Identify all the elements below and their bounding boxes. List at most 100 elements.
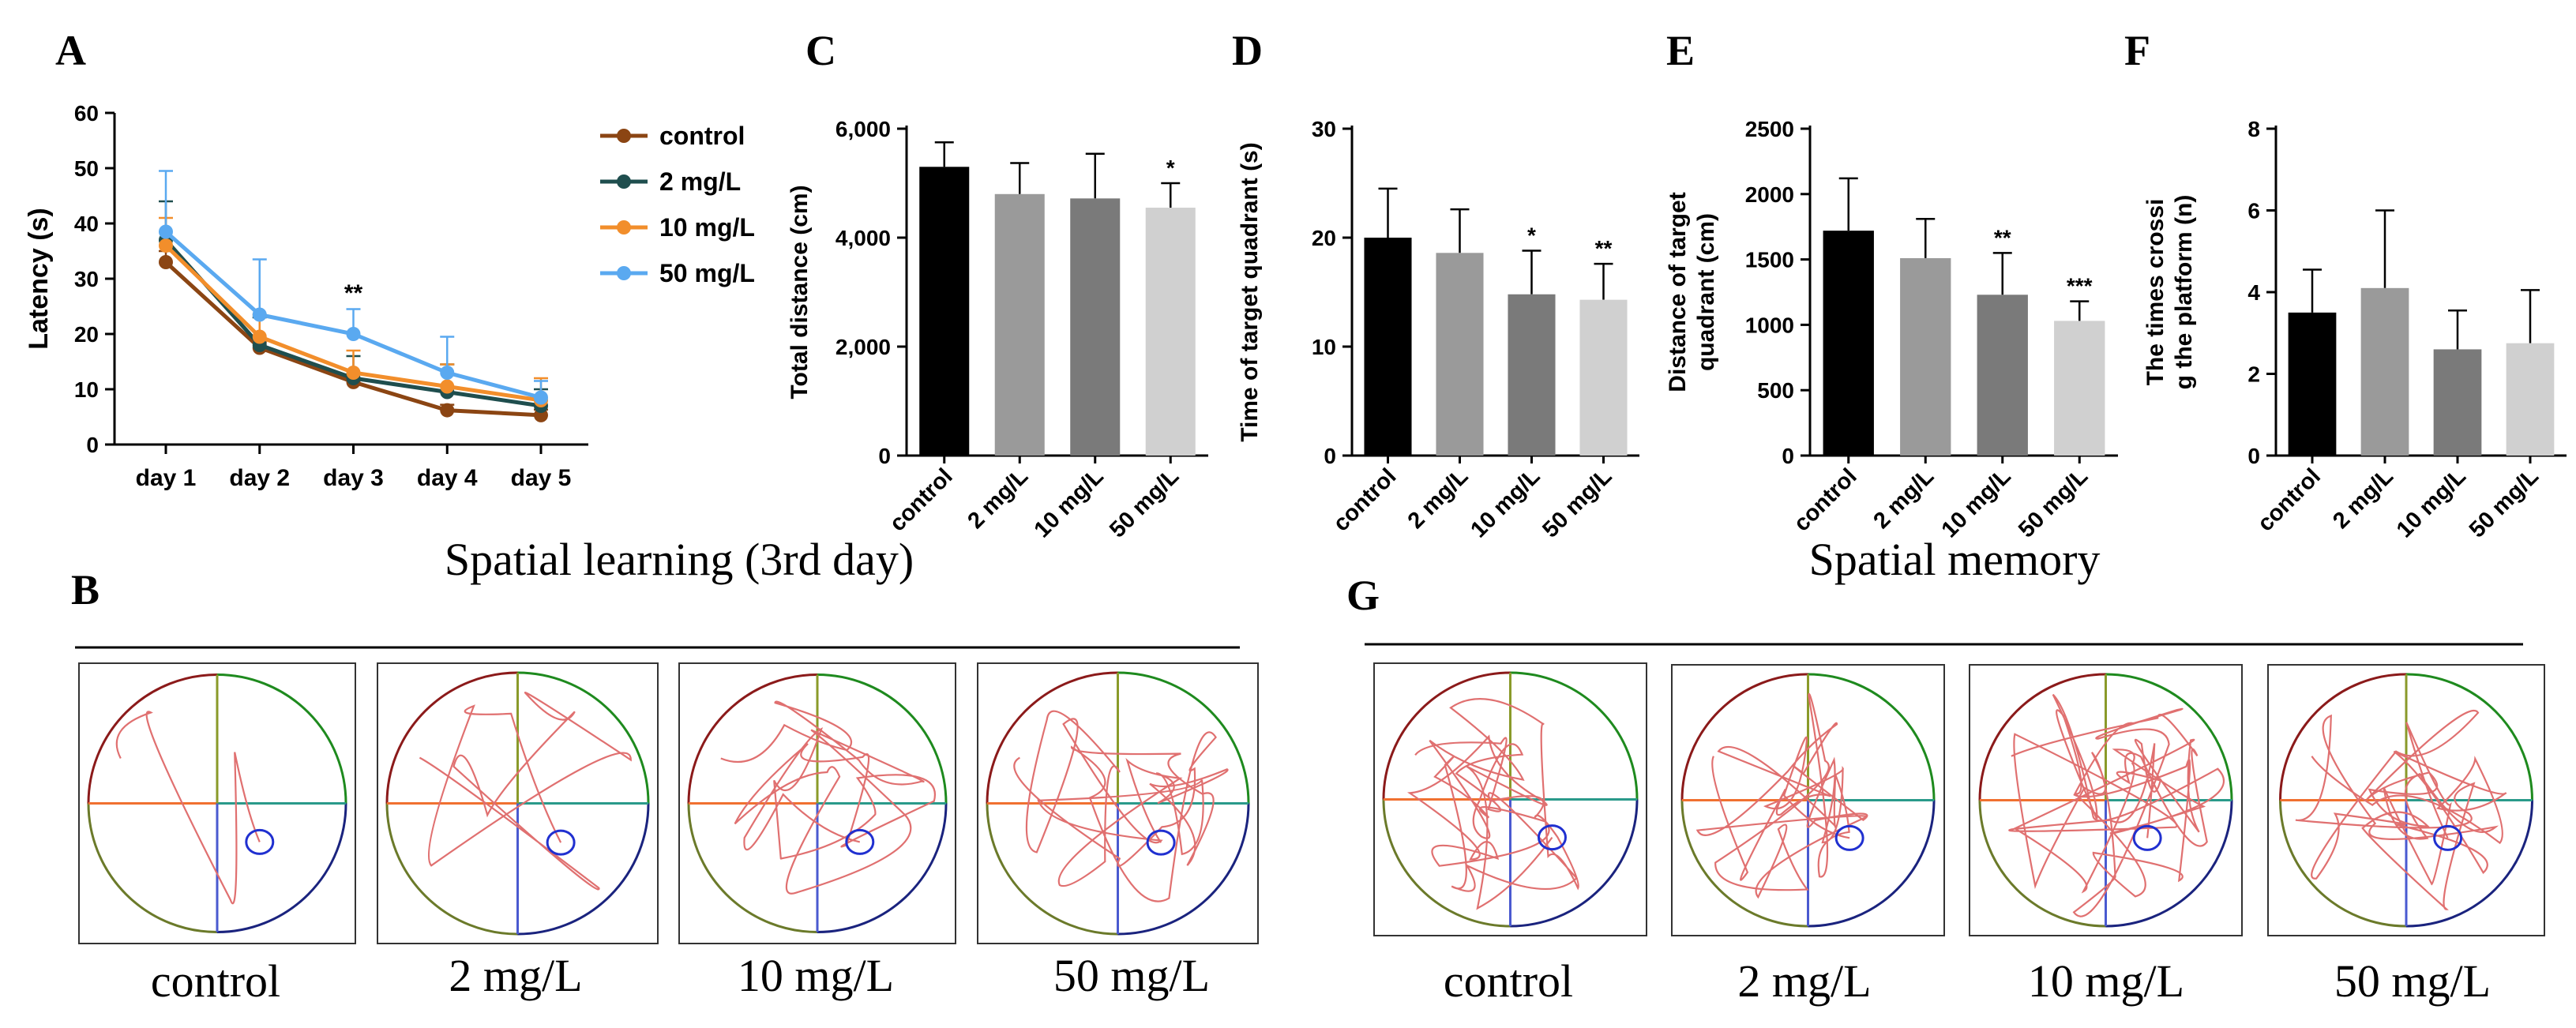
quadrant-arc-sw — [385, 803, 518, 936]
x-tick-label: day 2 — [229, 465, 290, 491]
swim-path — [720, 700, 937, 895]
learning-label-50mg: 50 mg/L — [1053, 950, 1210, 1001]
platform-circle — [1537, 824, 1567, 851]
quadrant-arc-nw — [1978, 673, 2106, 801]
bar — [2360, 287, 2409, 456]
y-tick-label: 10 — [1312, 335, 1336, 359]
swim-path — [115, 711, 261, 905]
quadrant-arc-sw — [1382, 799, 1511, 928]
y-axis-label: Total distance (cm) — [787, 185, 813, 399]
data-point — [346, 366, 361, 380]
quadrant-arc-se — [2105, 800, 2233, 928]
x-tick-label: 2 mg/L — [1868, 463, 1939, 534]
y-tick-label: 1500 — [1745, 248, 1794, 272]
bar — [2433, 349, 2482, 456]
swim-path — [2008, 693, 2225, 917]
y-tick-label: 30 — [74, 267, 99, 291]
significance-marker: ** — [1994, 225, 2011, 249]
x-tick-label: 10 mg/L — [1030, 463, 1109, 542]
y-tick-label: 0 — [2247, 444, 2260, 468]
platform-circle — [1834, 824, 1864, 851]
distance-target-quadrant-bar-chart: 0 500 1000 1500 2000 2500 control 2 mg/L10 mg/L… — [1665, 117, 2118, 542]
x-tick-label: 10 mg/L — [1937, 463, 2016, 542]
bar — [1436, 253, 1484, 456]
swim-path — [1013, 710, 1229, 902]
y-tick-label: 6,000 — [836, 117, 891, 141]
platform-circle — [546, 829, 576, 856]
y-tick-label: 30 — [1312, 117, 1336, 141]
x-tick-label: 50 mg/L — [2014, 463, 2093, 542]
total-distance-bar-chart: 0 2,000 4,000 6,000 control 2 mg/L10 mg/L50 m… — [787, 117, 1208, 542]
data-point — [159, 255, 173, 269]
data-point — [252, 329, 267, 344]
y-axis-label: Distance of target quadrant (cm) — [1665, 192, 1719, 392]
y-tick-label: 4 — [2247, 280, 2260, 305]
quadrant-arc-nw — [385, 671, 518, 804]
quadrant-arc-se — [216, 803, 347, 933]
x-tick-label: 2 mg/L — [963, 463, 1033, 534]
quadrant-arc-se — [517, 803, 650, 936]
quadrant-arc-nw — [687, 673, 818, 804]
y-tick-label: 4,000 — [836, 226, 891, 250]
y-tick-label: 40 — [74, 212, 99, 236]
bar — [1977, 295, 2028, 456]
y-tick-label: 60 — [74, 101, 99, 126]
legend-label: 50 mg/L — [659, 259, 755, 287]
significance-marker: * — [1527, 223, 1536, 248]
panel-letter-g: G — [1346, 572, 1380, 619]
quadrant-arc-ne — [1808, 673, 1936, 801]
swim-path — [1695, 693, 1868, 899]
quadrant-arc-sw — [1978, 800, 2106, 928]
quadrant-arc-ne — [1117, 671, 1250, 804]
y-tick-label: 2500 — [1745, 117, 1794, 141]
significance-marker: *** — [2067, 274, 2093, 298]
bar — [2288, 312, 2337, 456]
y-tick-label: 1000 — [1745, 313, 1794, 337]
quadrant-arc-se — [1510, 799, 1639, 928]
legend-label: 10 mg/L — [659, 213, 755, 242]
panel-letter-c: C — [805, 27, 836, 74]
data-point — [440, 379, 455, 394]
memory-label-10mg: 10 mg/L — [2028, 955, 2184, 1007]
quadrant-arc-sw — [1680, 800, 1808, 928]
platform-circle — [845, 828, 875, 855]
data-point — [440, 366, 455, 380]
learning-label-2mg: 2 mg/L — [449, 950, 582, 1001]
quadrant-arc-sw — [2279, 800, 2407, 928]
panel-letter-a: A — [55, 27, 86, 74]
panel-letter-d: D — [1232, 27, 1263, 74]
platform-circle — [245, 828, 275, 855]
spatial-learning-track-images — [78, 662, 1259, 944]
platform-crossings-bar-chart: 0 2 4 6 8 control 2 mg/L10 mg/L50 mg/L The time… — [2142, 117, 2567, 542]
significance-marker: ** — [1595, 236, 1613, 261]
quadrant-arc-se — [817, 803, 948, 933]
x-tick-label: 10 mg/L — [2392, 463, 2471, 542]
legend-swatch-point — [617, 266, 631, 280]
track-image — [377, 662, 659, 944]
y-axis-label: The times crossi g the platform (n) — [2142, 195, 2197, 390]
data-point — [440, 403, 455, 418]
quadrant-arc-sw — [87, 803, 218, 933]
x-tick-label: 2 mg/L — [1403, 463, 1474, 534]
y-tick-label: 2 — [2247, 362, 2260, 387]
bar — [1823, 231, 1874, 456]
swim-path — [1406, 698, 1579, 910]
track-image — [1671, 664, 1945, 936]
quadrant-arc-sw — [986, 803, 1118, 936]
spatial-memory-title: Spatial memory — [1809, 534, 2101, 585]
y-tick-label: 6 — [2247, 199, 2260, 223]
legend-label: 2 mg/L — [659, 167, 741, 196]
y-axis-label: Time of target quadrant (s) — [1237, 142, 1263, 441]
legend-swatch-point — [617, 220, 631, 234]
learning-label-control: control — [151, 955, 280, 1007]
bar — [2506, 343, 2555, 456]
latency-line-chart: 0 10 20 30 40 50 60 day 1 day 2 day 3 day 4 day 5 La… — [24, 101, 755, 491]
x-tick-label: 50 mg/L — [1538, 463, 1617, 542]
bar — [1900, 257, 1951, 456]
quadrant-arc-nw — [1680, 673, 1808, 801]
x-tick-label: 50 mg/L — [1105, 463, 1184, 542]
x-tick-label: day 5 — [511, 465, 572, 491]
bar — [919, 167, 970, 456]
y-tick-label: 2,000 — [836, 335, 891, 359]
